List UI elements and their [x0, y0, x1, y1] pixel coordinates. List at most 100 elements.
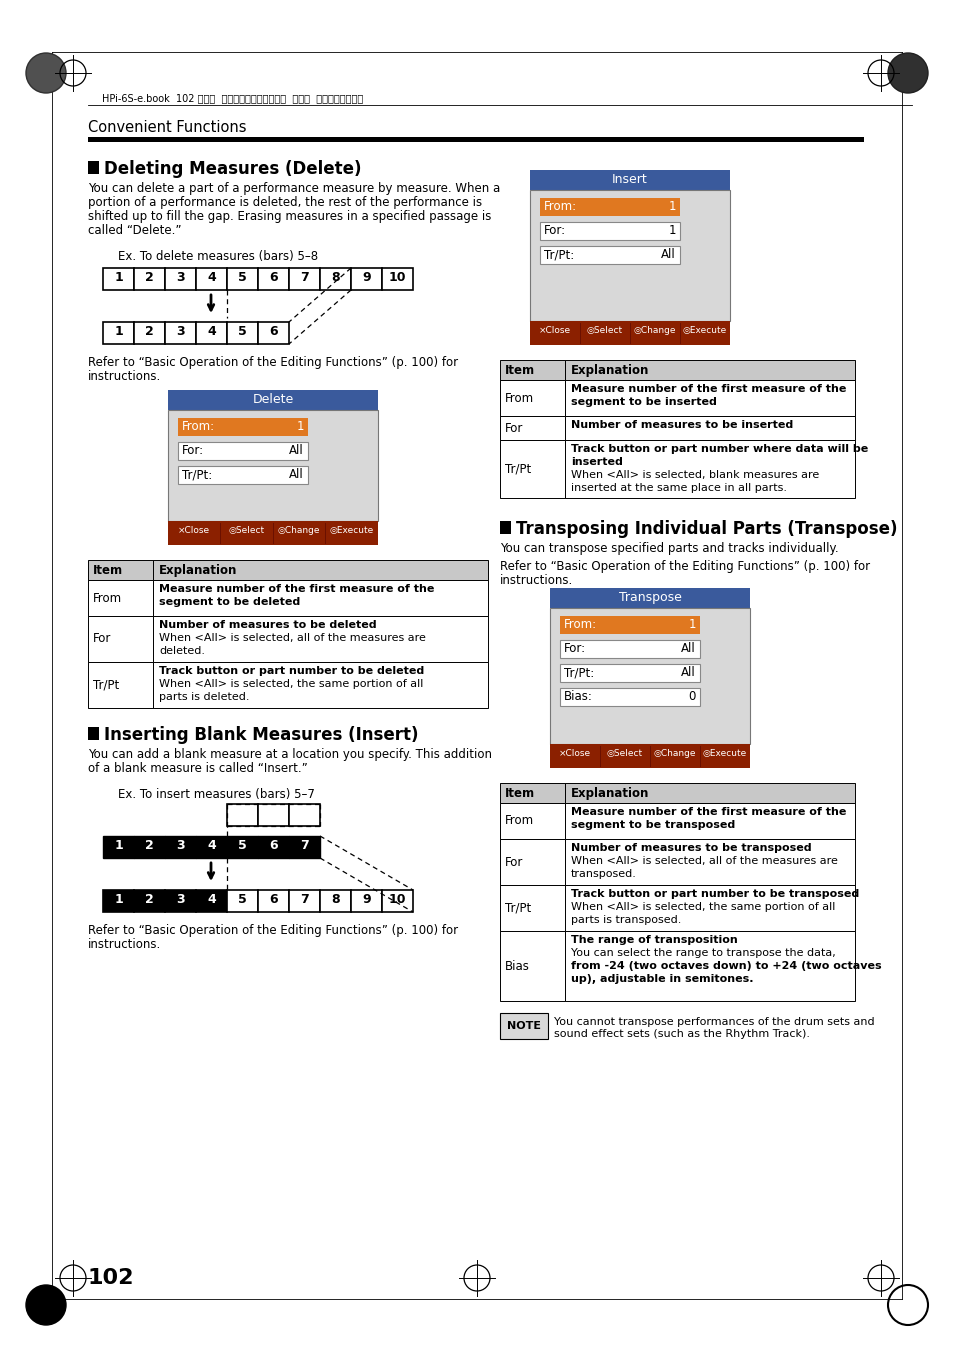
Bar	[152, 616, 488, 662]
Text: You cannot transpose performances of the drum sets and: You cannot transpose performances of the…	[554, 1017, 874, 1027]
Bar	[550, 744, 749, 767]
Text: Measure number of the first measure of the: Measure number of the first measure of t…	[159, 584, 434, 594]
Text: 1: 1	[114, 893, 123, 907]
Bar	[195, 836, 227, 858]
Text: Ex. To insert measures (bars) 5–7: Ex. To insert measures (bars) 5–7	[118, 788, 314, 801]
Text: 5: 5	[238, 326, 247, 338]
Text: Bias:: Bias:	[563, 690, 592, 703]
Bar	[564, 885, 854, 931]
Text: shifted up to fill the gap. Erasing measures in a specified passage is: shifted up to fill the gap. Erasing meas…	[88, 209, 491, 223]
Text: 3: 3	[176, 893, 185, 907]
Bar	[178, 417, 308, 436]
Text: 2: 2	[145, 893, 153, 907]
Text: 6: 6	[269, 272, 277, 284]
Text: 6: 6	[269, 839, 277, 852]
Text: 1: 1	[114, 326, 123, 338]
Bar	[530, 322, 729, 345]
Text: of a blank measure is called “Insert.”: of a blank measure is called “Insert.”	[88, 762, 308, 775]
Text: Measure number of the first measure of the: Measure number of the first measure of t…	[571, 807, 845, 817]
Bar	[165, 322, 195, 345]
Text: Item: Item	[92, 563, 123, 577]
Circle shape	[26, 1285, 66, 1325]
Bar	[381, 267, 413, 290]
Text: sound effect sets (such as the Rhythm Track).: sound effect sets (such as the Rhythm Tr…	[554, 1029, 809, 1039]
Text: Tr/Pt:: Tr/Pt:	[182, 467, 212, 481]
Text: For:: For:	[182, 444, 204, 457]
Text: Ex. To delete measures (bars) 5–8: Ex. To delete measures (bars) 5–8	[118, 250, 317, 263]
Text: ◎Select: ◎Select	[586, 326, 622, 335]
Text: 2: 2	[145, 326, 153, 338]
Bar	[152, 561, 488, 580]
Bar	[133, 890, 165, 912]
Text: Tr/Pt: Tr/Pt	[504, 462, 531, 476]
Text: From: From	[504, 392, 534, 404]
Text: From: From	[504, 815, 534, 828]
Circle shape	[26, 53, 66, 93]
Bar	[559, 663, 700, 682]
Bar	[499, 359, 564, 380]
Text: Transposing Individual Parts (Transpose): Transposing Individual Parts (Transpose)	[516, 520, 897, 538]
Bar	[103, 267, 133, 290]
Text: instructions.: instructions.	[88, 938, 161, 951]
Text: All: All	[289, 444, 304, 457]
Text: Track button or part number to be deleted: Track button or part number to be delete…	[159, 666, 424, 676]
Text: ◎Change: ◎Change	[633, 326, 676, 335]
Text: segment to be inserted: segment to be inserted	[571, 397, 716, 407]
Text: From:: From:	[563, 617, 597, 631]
Bar	[178, 466, 308, 484]
Text: For: For	[92, 632, 112, 646]
Bar	[195, 890, 227, 912]
Text: For:: For:	[563, 642, 585, 655]
Bar	[133, 322, 165, 345]
Text: For:: For:	[543, 224, 565, 236]
Text: Item: Item	[504, 788, 535, 800]
Bar	[559, 640, 700, 658]
Bar	[227, 322, 257, 345]
Text: ◎Change: ◎Change	[653, 748, 696, 758]
Text: 2: 2	[145, 839, 153, 852]
Text: 1: 1	[668, 200, 676, 213]
Bar	[227, 890, 257, 912]
Text: Number of measures to be transposed: Number of measures to be transposed	[571, 843, 811, 852]
Bar	[499, 784, 564, 802]
Text: 9: 9	[362, 893, 371, 907]
Text: 3: 3	[176, 326, 185, 338]
Bar	[103, 836, 133, 858]
Bar	[227, 267, 257, 290]
Bar	[88, 161, 99, 174]
Bar	[499, 839, 564, 885]
Text: 5: 5	[238, 272, 247, 284]
Text: From:: From:	[182, 420, 214, 434]
Bar	[88, 580, 152, 616]
Bar	[289, 804, 319, 825]
Text: 7: 7	[300, 893, 309, 907]
Bar	[257, 322, 289, 345]
Text: transposed.: transposed.	[571, 869, 637, 880]
Text: ◎Execute: ◎Execute	[330, 526, 374, 535]
Bar	[499, 416, 564, 440]
Text: 1: 1	[296, 420, 304, 434]
Bar	[227, 804, 257, 825]
Text: 6: 6	[269, 326, 277, 338]
Bar	[133, 267, 165, 290]
Bar	[152, 662, 488, 708]
Text: segment to be deleted: segment to be deleted	[159, 597, 300, 607]
Bar	[152, 580, 488, 616]
Text: Number of measures to be deleted: Number of measures to be deleted	[159, 620, 376, 630]
Text: Convenient Functions: Convenient Functions	[88, 120, 246, 135]
Text: 2: 2	[145, 272, 153, 284]
Text: You can transpose specified parts and tracks individually.: You can transpose specified parts and tr…	[499, 542, 838, 555]
Text: You can add a blank measure at a location you specify. This addition: You can add a blank measure at a locatio…	[88, 748, 492, 761]
Bar	[88, 561, 152, 580]
Bar	[88, 662, 152, 708]
Bar	[88, 136, 863, 142]
Bar	[550, 608, 749, 744]
Text: Delete: Delete	[253, 393, 294, 407]
Text: NOTE: NOTE	[506, 1021, 540, 1031]
Bar	[550, 588, 749, 608]
Bar	[103, 322, 133, 345]
Bar	[289, 836, 319, 858]
Text: HPi-6S-e.book  102 ページ  ２００７年１１月１９日  月曜日  午前１０時３６分: HPi-6S-e.book 102 ページ ２００７年１１月１９日 月曜日 午前…	[102, 93, 363, 103]
Text: Explanation: Explanation	[571, 788, 649, 800]
Text: 8: 8	[331, 893, 339, 907]
